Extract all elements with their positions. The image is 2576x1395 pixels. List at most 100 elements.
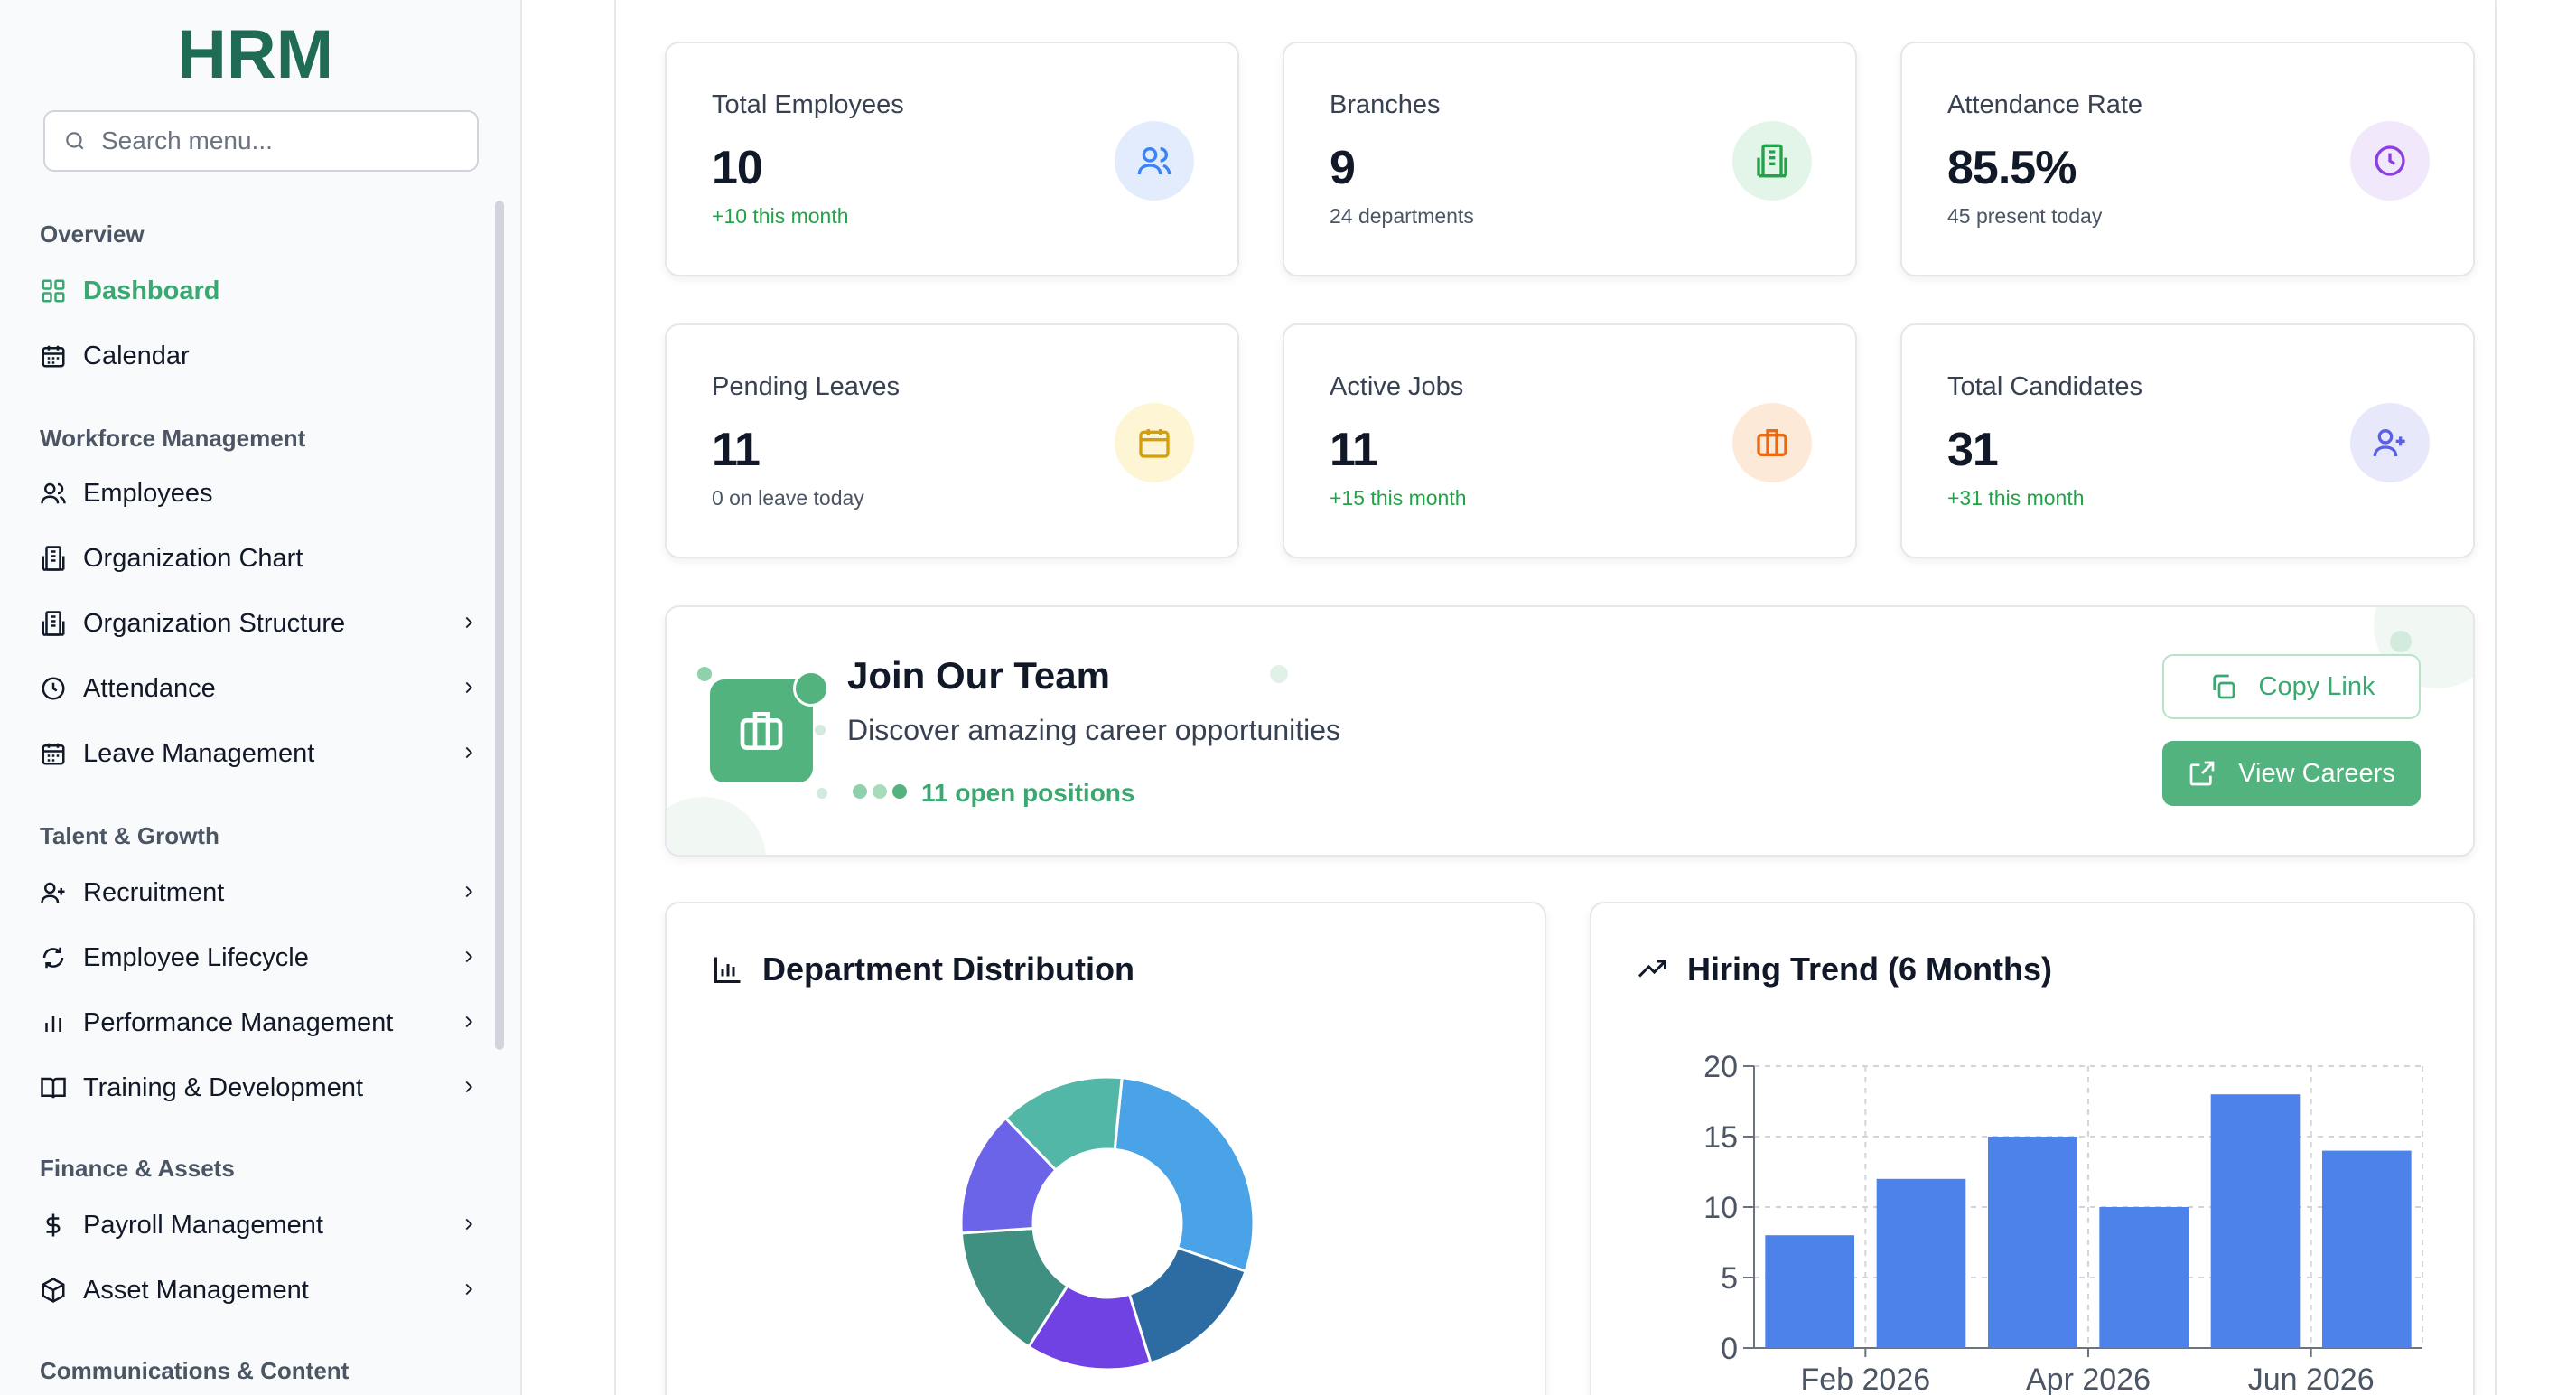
panel-title: Department Distribution [712, 950, 1134, 988]
calendar-icon [42, 743, 65, 765]
main-content-frame [614, 0, 2497, 1395]
stat-sub: 24 departments [1330, 204, 1474, 228]
users-icon [1115, 121, 1194, 201]
view-careers-label: View Careers [2238, 758, 2395, 788]
bar-jan-2026[interactable] [1765, 1235, 1854, 1348]
section-communications: Communications & Content [40, 1357, 350, 1384]
stat-card-total-employees[interactable]: Total Employees 10 +10 this month [665, 42, 1239, 276]
stat-card-active-jobs[interactable]: Active Jobs 11 +15 this month [1283, 323, 1857, 558]
sidebar-item-label: Performance Management [83, 1007, 394, 1037]
section-finance: Finance & Assets [40, 1155, 235, 1182]
chevron-right-icon [465, 1081, 473, 1093]
hiring-title: Hiring Trend (6 Months) [1687, 950, 2052, 988]
donut-slice-5[interactable] [1003, 1075, 1124, 1173]
section-workforce: Workforce Management [40, 425, 306, 452]
chevron-right-icon [465, 885, 473, 898]
building-icon [1732, 121, 1812, 201]
chevron-right-icon [465, 1283, 473, 1296]
stat-value: 11 [712, 424, 761, 476]
chevron-right-icon [465, 1016, 473, 1028]
stat-card-total-candidates[interactable]: Total Candidates 31 +31 this month [1900, 323, 2475, 558]
stat-card-attendance-rate[interactable]: Attendance Rate 85.5% 45 present today [1900, 42, 2475, 276]
bar-feb-2026[interactable] [1876, 1178, 1966, 1348]
x-tick-label: Jun 2026 [2248, 1362, 2375, 1395]
sidebar-item-employee-lifecycle[interactable]: Employee Lifecycle [36, 931, 479, 985]
banner-subtitle: Discover amazing career opportunities [847, 714, 1341, 746]
sidebar-item-organization-structure[interactable]: Organization Structure [36, 596, 479, 651]
y-tick-label: 0 [1721, 1332, 1738, 1366]
section-overview: Overview [40, 220, 145, 248]
sidebar-item-label: Payroll Management [83, 1210, 323, 1240]
sidebar-item-leave-management[interactable]: Leave Management [36, 726, 479, 781]
sidebar-item-label: Organization Structure [83, 608, 346, 638]
chevron-right-icon [465, 746, 473, 759]
bar-jun-2026[interactable] [2322, 1150, 2412, 1348]
sidebar-item-label: Training & Development [83, 1072, 364, 1102]
calendar-icon [1115, 403, 1194, 482]
search-icon [66, 132, 84, 150]
sidebar-item-label: Employee Lifecycle [83, 942, 309, 972]
sidebar-item-label: Dashboard [83, 276, 220, 305]
sidebar-item-organization-chart[interactable]: Organization Chart [36, 531, 479, 585]
stat-sub: +15 this month [1330, 486, 1467, 510]
book-icon [41, 1077, 66, 1099]
stat-value: 11 [1330, 424, 1378, 476]
stat-sub: +10 this month [712, 204, 849, 228]
stat-value: 9 [1330, 142, 1356, 194]
clock-icon [2350, 121, 2430, 201]
sidebar-item-employees[interactable]: Employees [36, 466, 479, 520]
stat-value: 85.5% [1947, 142, 2077, 194]
sidebar-item-asset-management[interactable]: Asset Management [36, 1263, 479, 1317]
sidebar-item-recruitment[interactable]: Recruitment [36, 866, 479, 920]
panel-title: Hiring Trend (6 Months) [1637, 950, 2052, 988]
hiring-trend-panel: Hiring Trend (6 Months) 0 5 10 15 20 Feb 2026… [1590, 902, 2475, 1395]
stat-label: Total Candidates [1947, 372, 2143, 401]
donut-slice-0[interactable] [1113, 1076, 1255, 1274]
sidebar-item-payroll-management[interactable]: Payroll Management [36, 1198, 479, 1252]
external-link-icon [2189, 761, 2215, 786]
search-box[interactable] [43, 110, 479, 172]
stat-card-branches[interactable]: Branches 9 24 departments [1283, 42, 1857, 276]
building-icon [42, 546, 65, 571]
sidebar-item-calendar[interactable]: Calendar [36, 329, 479, 383]
stat-value: 10 [712, 142, 763, 194]
stat-sub: 0 on leave today [712, 486, 864, 510]
bar-mar-2026[interactable] [1988, 1137, 2077, 1348]
stat-label: Pending Leaves [712, 372, 900, 401]
bar-may-2026[interactable] [2210, 1094, 2301, 1348]
dollar-icon [46, 1213, 61, 1237]
sidebar-scrollbar[interactable] [495, 201, 504, 1050]
sidebar-item-label: Attendance [83, 673, 216, 703]
copy-link-button[interactable]: Copy Link [2162, 654, 2421, 719]
calendar-icon [42, 345, 65, 368]
building-icon [42, 611, 65, 636]
donut-chart [959, 1075, 1255, 1372]
open-positions-count: 11 open positions [921, 779, 1135, 807]
bar-chart: 0 5 10 15 20 Feb 2026 Apr 2026 Jun 2026 [1703, 1050, 2423, 1395]
chevron-right-icon [465, 681, 473, 694]
bar-apr-2026[interactable] [2099, 1207, 2189, 1348]
y-tick-label: 10 [1703, 1191, 1738, 1225]
sidebar-item-label: Calendar [83, 341, 190, 370]
search-input[interactable] [101, 126, 462, 155]
department-distribution-panel: Department Distribution [665, 902, 1546, 1395]
sidebar-item-label: Recruitment [83, 877, 225, 907]
stat-value: 31 [1947, 424, 1999, 476]
sidebar-item-label: Organization Chart [83, 543, 303, 573]
chevron-right-icon [465, 616, 473, 629]
sidebar-item-dashboard[interactable]: Dashboard [36, 264, 479, 318]
box-icon [42, 1278, 65, 1303]
view-careers-button[interactable]: View Careers [2162, 741, 2421, 806]
sidebar-item-label: Asset Management [83, 1275, 309, 1305]
sidebar-item-label: Employees [83, 478, 213, 508]
bar-chart-icon [714, 957, 741, 983]
clock-icon [42, 677, 65, 700]
sidebar-item-label: Leave Management [83, 738, 315, 768]
sidebar-item-training-development[interactable]: Training & Development [36, 1061, 479, 1115]
sidebar-item-performance-management[interactable]: Performance Management [36, 996, 479, 1050]
careers-banner: Join Our Team Discover amazing career op… [665, 605, 2475, 857]
stat-card-pending-leaves[interactable]: Pending Leaves 11 0 on leave today [665, 323, 1239, 558]
sidebar-item-attendance[interactable]: Attendance [36, 661, 479, 716]
copy-link-label: Copy Link [2258, 671, 2375, 701]
chevron-right-icon [465, 1218, 473, 1231]
